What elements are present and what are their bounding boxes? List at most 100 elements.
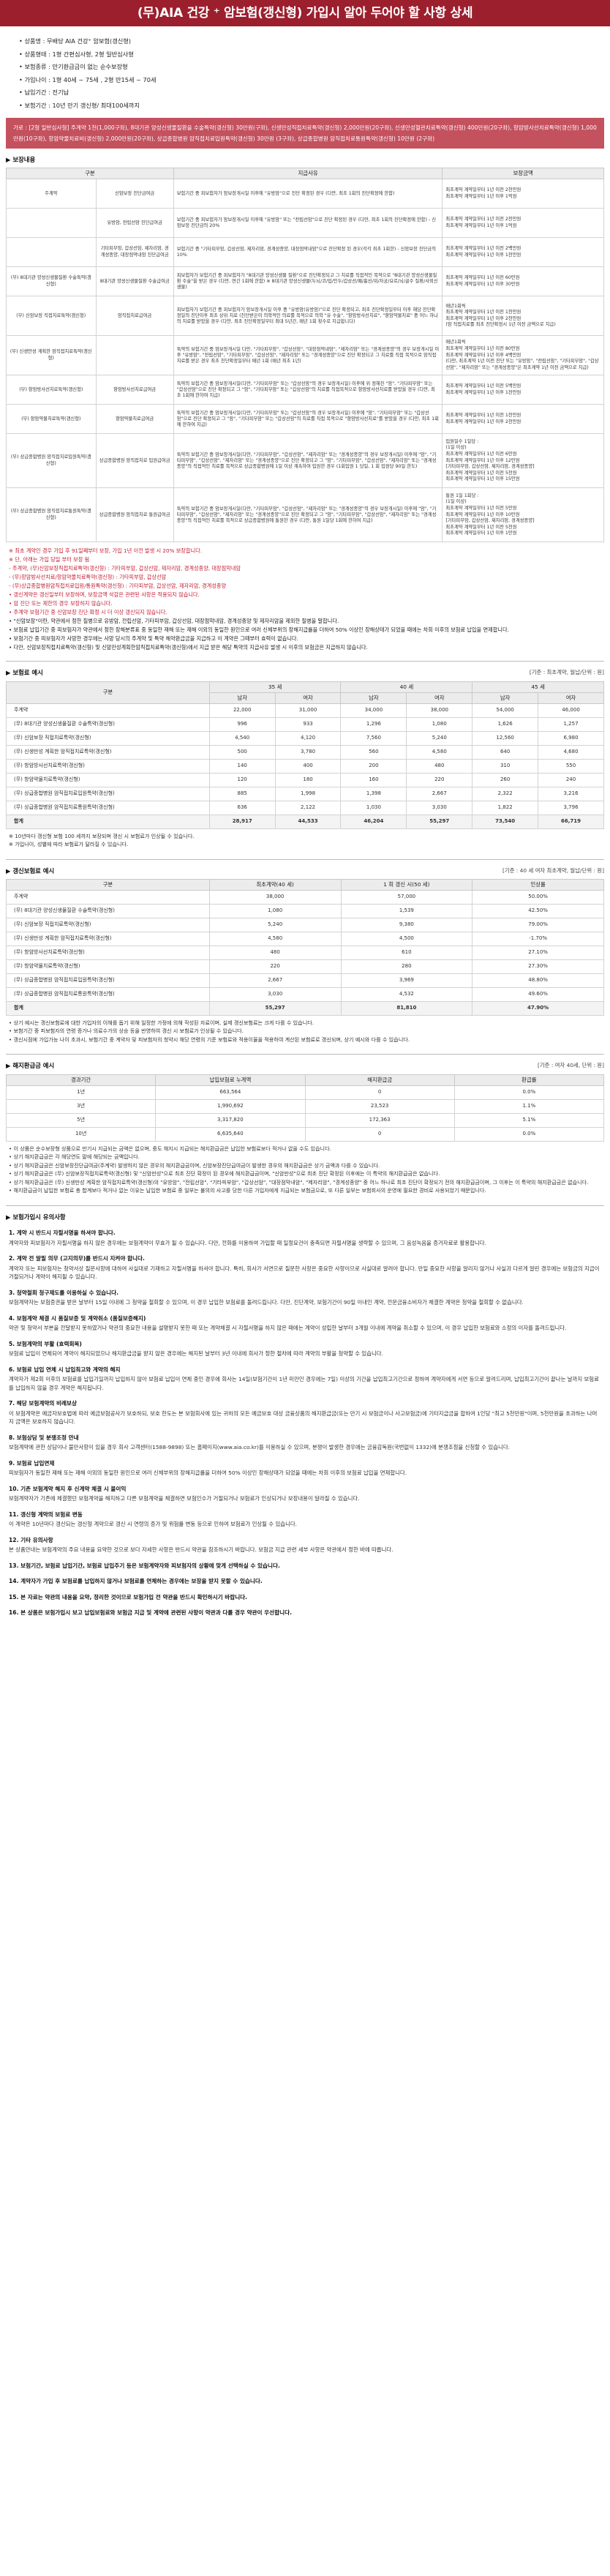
renewal-value: 3,969 xyxy=(340,973,473,988)
guide-heading: 5. 보험계약의 부활 (효력회복) xyxy=(9,1340,82,1347)
benefit-amount: 최초계약 계약일부터 1년 이전 5백만원 최초계약 계약일부터 1년 이후 1… xyxy=(442,375,604,405)
renewal-row: (무) 8대기관 양성신생물질환 수술특약(갱신형) 1,080 1,539 42.5… xyxy=(6,903,604,918)
premium-row: (무) 항암약물치료특약(갱신형) 120 180 160 220 260 240 xyxy=(6,772,604,787)
refund-cell: 1년 xyxy=(5,1085,157,1100)
benefit-header-category: 구분 xyxy=(6,168,174,180)
benefit-table: 구분 지급사유 보장금액 주계약 신암보장 진단금여금 보험기간 중 피보험자가 암… xyxy=(6,168,604,543)
premium-value: 6,980 xyxy=(538,730,604,746)
refund-note: • 해지환급금이 납입한 보험료 총 합계보다 적거나 없는 이유는 납입한 보… xyxy=(9,1187,486,1194)
premium-age-40: 40 세 xyxy=(340,681,473,693)
premium-value: 3,030 xyxy=(406,800,473,815)
premium-value: 996 xyxy=(208,716,276,732)
benefit-note: - 주계약, (무)신암보장직접치료특약(갱신형) : 기타피부암, 갑상선암,… xyxy=(9,565,241,572)
sex-male: 남자 xyxy=(340,692,407,704)
premium-value: 38,000 xyxy=(406,703,473,718)
guide-heading: 4. 보험계약 체결 시 품질보증 및 계약취소 (품질보증해지) xyxy=(9,1314,146,1322)
benefit-sub xyxy=(95,335,174,376)
premium-value: 4,120 xyxy=(274,730,342,746)
premium-value: 2,667 xyxy=(406,786,473,801)
benefit-note: • 보험기간 중 피보험자가 사망한 경우에는 사망 당시의 주계약 및 특약 … xyxy=(9,635,298,643)
premium-value: 46,000 xyxy=(538,703,604,718)
renewal-value: 27.30% xyxy=(472,959,604,974)
premium-value: 140 xyxy=(208,758,276,774)
renewal-label: (무) 신생만성 계획한 암직접치료특약(갱신형) xyxy=(6,931,210,946)
renewal-label: (무) 항암방사선치료특약(갱신형) xyxy=(6,945,210,960)
renewal-value: 57,000 xyxy=(340,889,473,905)
guide-heading: 12. 기타 유의사항 xyxy=(9,1536,53,1543)
premium-value: 28,917 xyxy=(208,814,276,829)
renewal-table: 구분 최초계약(40 세) 1 회 갱신 시(50 세) 인상률 주계약 38,0… xyxy=(6,878,604,1016)
renewal-value: 79.00% xyxy=(472,917,604,932)
guide-body: 계약자 또는 피보험자는 청약서상 질문사항에 대하여 사실대로 기재하고 자필… xyxy=(9,1265,600,1281)
premium-value: 54,000 xyxy=(472,703,539,718)
benefit-note: ※ 단, 아래는 가입 당일 부터 보장 됨 xyxy=(9,556,90,564)
renewal-value: 81,810 xyxy=(340,1000,473,1016)
premium-row: (무) 상급종합병원 암직접치료입원특약(갱신형) 885 1,998 1,398 2,… xyxy=(6,786,604,801)
guide-body: 계약자와 피보험자가 자필서명을 하지 않은 경우에는 보험계약이 무효가 될 … xyxy=(9,1239,486,1246)
refund-cell: 0.0% xyxy=(453,1085,605,1100)
benefit-sub: 신암보장 진단금여금 xyxy=(95,179,174,209)
renewal-value: 48.80% xyxy=(472,973,604,988)
renewal-value: 220 xyxy=(208,959,342,974)
renewal-value: 4,580 xyxy=(208,931,342,946)
benefit-group: (무) 항암방사선치료특약(갱신형) xyxy=(6,375,97,405)
renewal-label: (무) 항암약물치료특약(갱신형) xyxy=(6,959,210,974)
premium-value: 4,580 xyxy=(406,744,473,760)
guide-body: 피보험자가 동일한 재해 또는 재해 이외의 동일한 원인으로 여러 신체부위의… xyxy=(9,1469,407,1477)
renewal-row: (무) 상급종합병원 암직접치료통원특약(갱신형) 3,030 4,532 49.60… xyxy=(6,986,604,1002)
sex-male: 남자 xyxy=(472,692,539,704)
refund-cell: 6,635,640 xyxy=(155,1126,306,1142)
guide-heading: 2. 계약 전 알릴 의무 (고지의무)를 반드시 지켜야 합니다. xyxy=(9,1255,145,1262)
premium-label: (무) 신암보장 직접치료특약(갱신형) xyxy=(6,730,210,746)
benefit-sub: 상급종합병원 암직접치료 입원급여금 xyxy=(95,433,174,489)
premium-value: 34,000 xyxy=(340,703,407,718)
benefit-row: (무) 항암약물치료특약(갱신형) 항암약물치료급여금 특약의 보험기간 중 암보장… xyxy=(6,404,604,435)
refund-note: • 상기 해지환급금은 (무) 신생만성 계획한 암직접치료특약(갱신형)의 "… xyxy=(9,1178,589,1186)
benefit-sub: 항암방사선치료급여금 xyxy=(95,375,174,405)
benefit-sub: 항암약물치료급여금 xyxy=(95,404,174,435)
premium-value: 12,560 xyxy=(472,730,539,746)
renewal-notes: • 상기 예시는 갱신보험료에 대한 가입자의 이해를 돕기 위해 일정한 가정… xyxy=(6,1016,604,1047)
guide-list: 1. 계약 시 반드시 자필서명을 하셔야 합니다. 계약자와 피보험자가 자필서… xyxy=(6,1229,604,1617)
refund-notes: • 이 상품은 순수보장형 상품으로 만기시 지급되는 금액은 없으며, 중도 … xyxy=(6,1142,604,1198)
premium-value: 1,398 xyxy=(340,786,407,801)
refund-cell: 1,990,692 xyxy=(155,1098,306,1114)
refund-cell: 5.1% xyxy=(453,1112,605,1128)
premium-value: 933 xyxy=(274,716,342,732)
premium-note: ※ 가입나이, 성별에 따라 보험료가 달라질 수 있습니다. xyxy=(9,841,129,848)
benefit-reason: 특약의 보험기간 중 암보장개시일(다만, "기타피부암" 또는 "갑상선암"의… xyxy=(173,375,443,405)
summary-item: 보험종류 : 만기환급금이 없는 순수보장형 xyxy=(19,61,591,74)
renewal-row: 주계약 38,000 57,000 50.00% xyxy=(6,889,604,905)
page-title: (무)AIA 건강 ⁺ 암보험(갱신형) 가입시 알아 두어야 할 사항 상세 xyxy=(137,6,473,20)
sex-male: 남자 xyxy=(208,692,276,704)
premium-value: 2,122 xyxy=(274,800,342,815)
renewal-note: • 갱신시점에 가입가능 나이 초과시, 보험기간 중 계약자 및 피보험자의 … xyxy=(9,1036,410,1043)
benefit-group: 주계약 xyxy=(6,179,97,209)
guide-body: 계약자가 제2회 이후의 보험료를 납입기일까지 납입하지 않아 보험료 납입이… xyxy=(9,1376,599,1391)
renewal-value: 9,380 xyxy=(340,917,473,932)
benefit-row: (무) 상급종합병원 암직접치료통원특약(갱신형) 상급종합병원 암직접치료 통원… xyxy=(6,487,604,543)
renewal-label: (무) 상급종합병원 암직접치료입원특약(갱신형) xyxy=(6,973,210,988)
benefit-notes: ※ 최초 계약인 경우 가입 후 91일째부터 보장, 가입 1년 이전 발생 … xyxy=(6,542,604,654)
premium-value: 260 xyxy=(472,772,539,787)
renewal-label: (무) 신암보장 직접치료특약(갱신형) xyxy=(6,917,210,932)
refund-section-title: ▶ 해지환급금 예시 [기준 : 여자 40세, 단위 : 원] xyxy=(6,1062,604,1070)
renewal-label: (무) 8대기관 양성신생물질환 수술특약(갱신형) xyxy=(6,903,210,918)
guide-heading: 13. 보험기간, 보험료 납입기간, 보험료 납입주기 등은 보험계약자와 피… xyxy=(9,1562,280,1569)
sex-female: 여자 xyxy=(406,692,473,704)
benefit-amount: 입원일수 1일당 : (1일 이상) 최초계약 계약일부터 1년 이전 6만원 … xyxy=(442,433,604,489)
premium-value: 636 xyxy=(208,800,276,815)
premium-value: 1,626 xyxy=(472,716,539,732)
summary-item: 가입나이 : 1형 40세 ~ 75세 , 2형 만15세 ~ 70세 xyxy=(19,74,591,87)
benefit-note: - (무)항암방사선치료/항암약물치료특약(갱신형) : 기타피부암, 갑상선암 xyxy=(9,574,167,581)
guide-body: 보험료 납입이 연체되어 계약이 해지되었으나 해지환급금을 받지 않은 경우에… xyxy=(9,1350,383,1358)
refund-note: • 상기 해지환급금은 신암보장진단급여금(주계약) 발생하지 않은 경우의 해… xyxy=(9,1161,380,1169)
guide-body: 이 계약은 10년마다 갱신되는 갱신형 계약으로 갱신 시 연령의 증가 및 … xyxy=(9,1521,298,1528)
benefit-row: (무) 신생만성 계획한 암직접치료특약(갱신형) 특약의 보험기간 중 암보장개… xyxy=(6,335,604,376)
guide-body: 약관 및 청약서 부본을 전달받지 못하였거나 약관의 중요한 내용을 설명받지… xyxy=(9,1325,567,1332)
renewal-value: 5,240 xyxy=(208,917,342,932)
renewal-row: (무) 상급종합병원 암직접치료입원특약(갱신형) 2,667 3,969 48.80… xyxy=(6,973,604,988)
benefit-group xyxy=(6,208,97,239)
benefit-sub: 상급종합병원 암직접치료 통원급여금 xyxy=(95,487,174,543)
premium-header-category: 구분 xyxy=(6,681,210,704)
